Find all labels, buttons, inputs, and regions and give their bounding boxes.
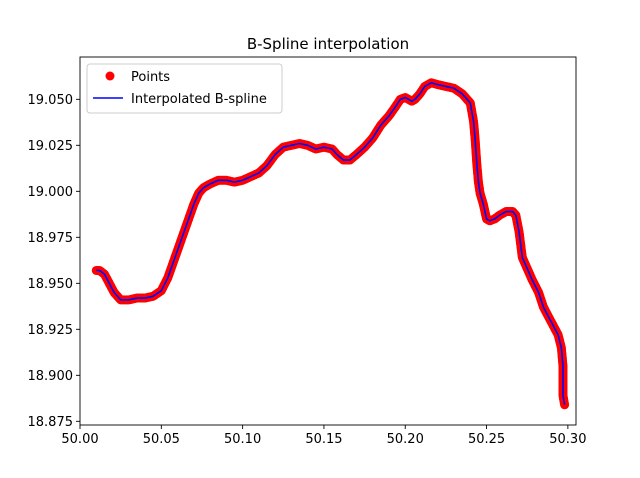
y-axis: 18.875 18.900 18.925 18.950 18.975 19.000 19.0… (28, 93, 80, 430)
y-tick-label: 18.975 (28, 231, 74, 246)
y-tick-label: 18.900 (28, 369, 74, 384)
y-tick-label: 18.925 (28, 323, 74, 338)
x-axis: 50.00 50.05 50.10 50.15 50.20 50.25 50.30 (61, 425, 586, 447)
y-tick-label: 18.875 (28, 415, 74, 430)
axes-frame (79, 56, 577, 426)
x-tick-label: 50.15 (305, 432, 342, 447)
y-tick-label: 19.025 (28, 139, 74, 154)
chart-title: B-Spline interpolation (247, 35, 409, 53)
x-tick-label: 50.10 (224, 432, 261, 447)
x-tick-label: 50.30 (549, 432, 586, 447)
y-tick-label: 18.950 (28, 277, 74, 292)
x-tick-label: 50.05 (143, 432, 180, 447)
x-tick-label: 50.25 (468, 432, 505, 447)
x-tick-label: 50.00 (61, 432, 98, 447)
legend-points-marker (105, 71, 115, 81)
y-tick-label: 19.000 (28, 185, 74, 200)
plot-area (79, 56, 577, 426)
legend-box (86, 63, 283, 114)
y-tick-label: 19.050 (28, 93, 74, 108)
legend-spline-label: Interpolated B-spline (131, 92, 267, 107)
bspline-line (96, 81, 566, 405)
legend-points-label: Points (131, 70, 170, 85)
axes-background (80, 57, 576, 425)
x-tick-label: 50.20 (387, 432, 424, 447)
legend: Points Interpolated B-spline (86, 63, 283, 114)
